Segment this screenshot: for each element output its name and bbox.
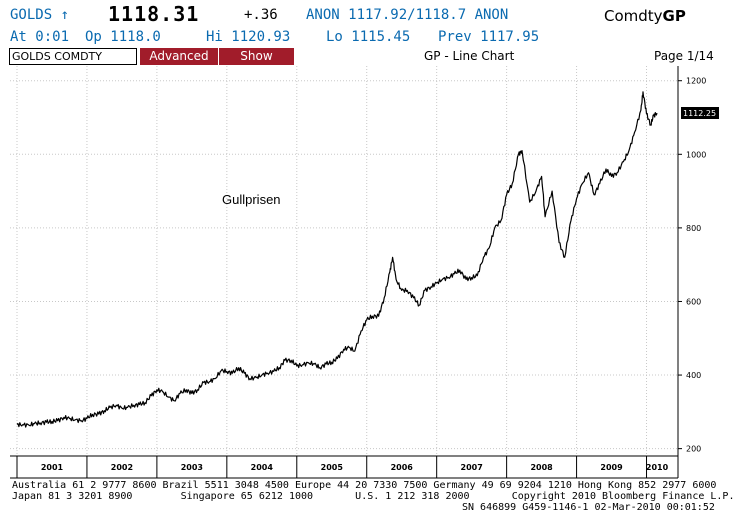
plot-area bbox=[10, 66, 678, 456]
chart-toolbar: GOLDS COMDTY Advanced Show GP - Line Cha… bbox=[0, 48, 736, 66]
footer-line-3: SN 646899 G459-1146-1 02-Mar-2010 00:01:… bbox=[462, 502, 715, 513]
footer-contacts: Australia 61 2 9777 8600 Brazil 5511 304… bbox=[0, 480, 736, 527]
series-line-gold-price bbox=[16, 91, 658, 428]
chart-type-label: GP - Line Chart bbox=[424, 49, 515, 63]
chart-annotation: Gullprisen bbox=[222, 192, 281, 207]
x-tick-label: 2004 bbox=[251, 463, 274, 472]
net-change: +.36 bbox=[244, 7, 278, 23]
grid bbox=[10, 66, 678, 456]
comdty-prefix: Comdty bbox=[604, 7, 663, 25]
y-tick-label: 400 bbox=[686, 371, 701, 380]
page-indicator[interactable]: Page 1/14 bbox=[654, 49, 714, 63]
time-stat: At 0:01 bbox=[10, 29, 70, 45]
y-tick-label: 600 bbox=[686, 297, 701, 306]
footer-line-1: Australia 61 2 9777 8600 Brazil 5511 304… bbox=[12, 480, 717, 491]
function-code: GP bbox=[662, 7, 686, 25]
y-tick-label: 1000 bbox=[686, 150, 706, 159]
x-tick-label: 2010 bbox=[646, 463, 669, 472]
y-axis-ticks: 200 400 600 800 1000 1200 bbox=[678, 77, 706, 454]
x-tick-label: 2007 bbox=[461, 463, 483, 472]
show-button[interactable]: Show bbox=[219, 48, 294, 65]
ticker-label: GOLDS ↑ bbox=[10, 7, 70, 23]
x-tick-label: 2009 bbox=[600, 463, 623, 472]
x-tick-label: 2002 bbox=[111, 463, 133, 472]
function-label: ComdtyGP bbox=[604, 7, 686, 25]
quote-header-row: GOLDS ↑ 1118.31 +.36 ANON 1117.92/1118.7… bbox=[0, 0, 736, 28]
x-tick-label: 2006 bbox=[391, 463, 414, 472]
last-price: 1118.31 bbox=[108, 2, 200, 26]
open-stat: Op 1118.0 bbox=[85, 29, 161, 45]
high-stat: Hi 1120.93 bbox=[206, 29, 291, 45]
y-tick-label: 1200 bbox=[686, 77, 706, 86]
advanced-button[interactable]: Advanced bbox=[140, 48, 218, 65]
bid-ask-quote: ANON 1117.92/1118.7 ANON bbox=[306, 7, 509, 23]
x-tick-label: 2003 bbox=[181, 463, 203, 472]
last-value-label: 1112.25 bbox=[681, 107, 719, 119]
quote-stats-row: At 0:01 Op 1118.0 Hi 1120.93 Lo 1115.45 … bbox=[0, 28, 736, 48]
low-stat: Lo 1115.45 bbox=[326, 29, 411, 45]
security-input[interactable]: GOLDS COMDTY bbox=[9, 48, 137, 65]
last-value-label-bg bbox=[681, 107, 719, 119]
x-tick-label: 2005 bbox=[321, 463, 344, 472]
x-tick-label: 2001 bbox=[41, 463, 64, 472]
x-axis-ticks: 2001 2002 2003 2004 2005 2006 2007 2008 2009 2010 bbox=[16, 456, 669, 478]
x-tick-label: 2008 bbox=[530, 463, 553, 472]
y-tick-label: 200 bbox=[686, 445, 701, 454]
prev-stat: Prev 1117.95 bbox=[438, 29, 540, 45]
last-value-label-text: 1112.25 bbox=[683, 109, 716, 118]
y-tick-label: 800 bbox=[686, 224, 701, 233]
footer-line-2: Japan 81 3 3201 8900 Singapore 65 6212 1… bbox=[12, 491, 735, 502]
